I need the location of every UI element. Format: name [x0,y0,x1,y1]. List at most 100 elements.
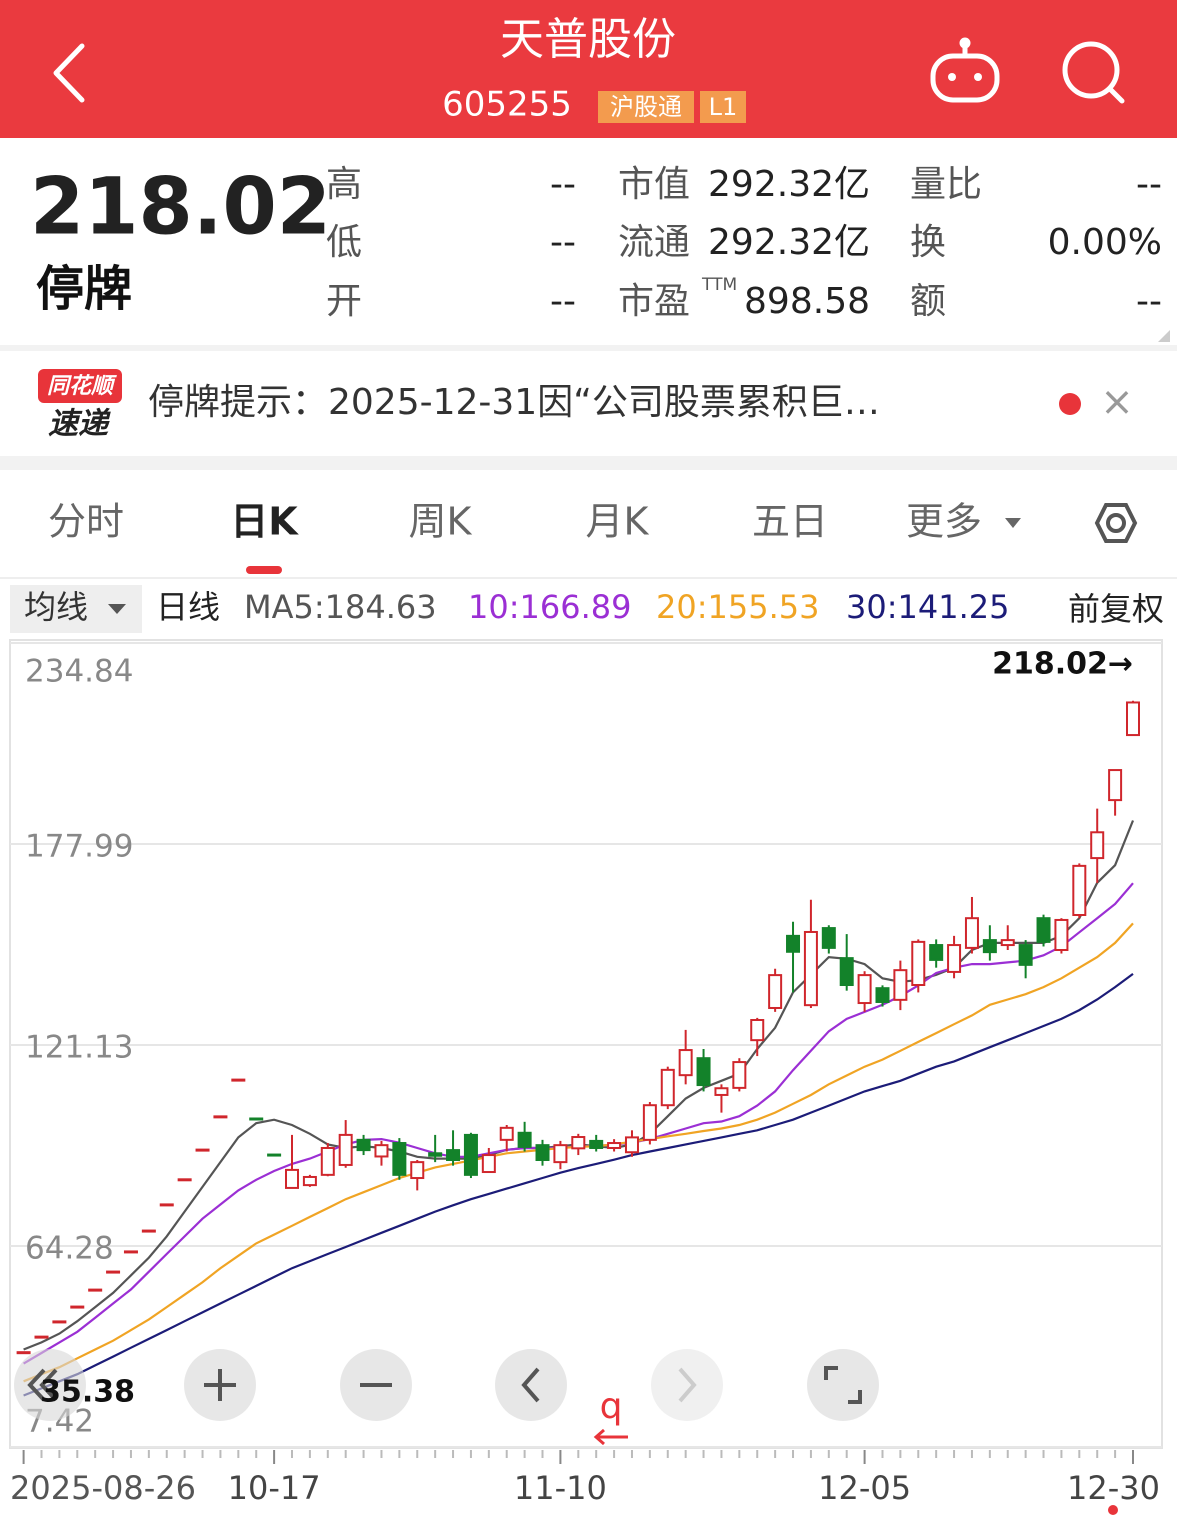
news-logo-bottom: 速递 [48,407,111,442]
tab[interactable]: 更多 [906,500,982,544]
ma-button-text: 均线 [24,588,88,626]
settings-button[interactable] [1094,503,1138,543]
icon [204,1369,236,1401]
candle-body [1036,917,1051,943]
last-price-annotation: 218.02→ [992,647,1133,682]
tab-indicator [246,566,282,574]
corner-mark [1158,330,1170,342]
news-bar[interactable]: 同花顺 速递 停牌提示：2025-12-31因“公司股票累积巨… [38,369,1081,442]
period-tabs: 分时 日K 周K 月K 五日 更多 [48,500,982,574]
stat-label-sup: TTM [701,275,737,295]
stat-value: 898.58 [744,281,870,322]
news-text: 停牌提示：2025-12-31因“公司股票累积巨… [148,382,880,423]
candle-body [696,1057,711,1087]
stat-label: 量比 [910,164,982,205]
icon [824,1366,862,1404]
search-button[interactable] [1062,41,1125,104]
candle-body [732,1061,747,1089]
candle-body [374,1144,389,1158]
candle-body [1054,918,1069,952]
robot-button[interactable] [930,37,1000,103]
stat-value: -- [550,164,576,205]
news-close[interactable]: × [1100,379,1134,425]
candle-body [320,1146,335,1176]
low-price-annotation: 35.38 [40,1375,135,1410]
ma-line [23,820,1135,1351]
tab[interactable]: 月K [586,500,650,544]
badge-text: L1 [709,93,738,121]
candle-body [338,1133,353,1166]
candle-body [857,974,872,1005]
candle-body [607,1142,622,1149]
stat-label: 市值 [618,164,690,205]
candle-body [929,944,944,961]
stat-value: 0.00% [1048,222,1162,263]
stat-value: -- [550,281,576,322]
x-tick-label: 12-30 [1067,1469,1160,1507]
stock-title: 天普股份 [500,14,676,65]
candle-body [982,939,997,954]
candle-body [410,1161,425,1180]
stat-label: 额 [910,281,946,322]
candle-body [660,1068,675,1107]
trading-status: 停牌 [36,261,132,317]
candle-body [535,1144,550,1162]
candle-body [285,1168,300,1189]
candle-body [356,1138,371,1152]
chart-controls [14,1349,879,1421]
stat-value: -- [1136,164,1162,205]
candle-body [1108,769,1123,802]
y-tick-label: 234.84 [25,654,133,690]
candle-body [786,934,801,953]
candle-body [964,917,979,949]
candle-body [803,930,818,1007]
badge [700,91,746,123]
candle-body [446,1149,461,1162]
candle-body [714,1087,729,1096]
scroll-left-button[interactable] [14,1349,86,1421]
candle-body [911,940,926,987]
candle-body [499,1126,514,1141]
stat-label: 低 [326,222,362,263]
y-tick-label: 64.28 [25,1230,114,1266]
candle-body [571,1136,586,1150]
x-tick-label: 10-17 [228,1469,321,1507]
period-label: 日线 [156,588,220,626]
candle-body [875,987,890,1003]
tab[interactable]: 分时 [48,500,124,544]
tab[interactable]: 日K [230,500,299,544]
last-price: 218.02 [30,162,331,252]
badge-text: 沪股通 [610,93,682,121]
back-button[interactable] [53,43,85,103]
candle-body [302,1175,317,1187]
candle-body [1126,701,1140,737]
legend-entry: MA5:184.63 [244,588,437,626]
x-tick-label: 11-10 [514,1469,607,1507]
stock-code: 605255 [442,85,572,125]
tab[interactable]: 五日 [752,500,828,544]
candle-body [1090,831,1105,860]
prev-button[interactable] [495,1349,567,1421]
header-bar [0,0,1177,138]
ma-line [23,973,1134,1397]
next-button[interactable] [651,1349,723,1421]
candle-body [839,957,854,987]
badge [598,91,694,123]
divider [0,456,1177,470]
fullscreen-button[interactable] [807,1349,879,1421]
candle-body [768,974,783,1009]
stat-label: 换 [910,222,946,263]
candle-body [624,1136,639,1154]
adjust-button[interactable]: 前复权 [1068,590,1164,628]
stat-label: 高 [326,164,362,205]
unread-dot [1059,393,1081,415]
candle-body [642,1104,657,1141]
tab[interactable]: 周K [409,500,473,544]
candle-body [481,1154,496,1174]
candle-body [463,1133,478,1176]
news-logo [38,369,122,403]
x-tick-label: 2025-08-26 [10,1469,196,1507]
quote-stats: 高 -- 市值 292.32亿 量比 -- 低 -- 流通 292.32亿换 0.00% 开 -- 市盈 T… [326,164,1162,322]
